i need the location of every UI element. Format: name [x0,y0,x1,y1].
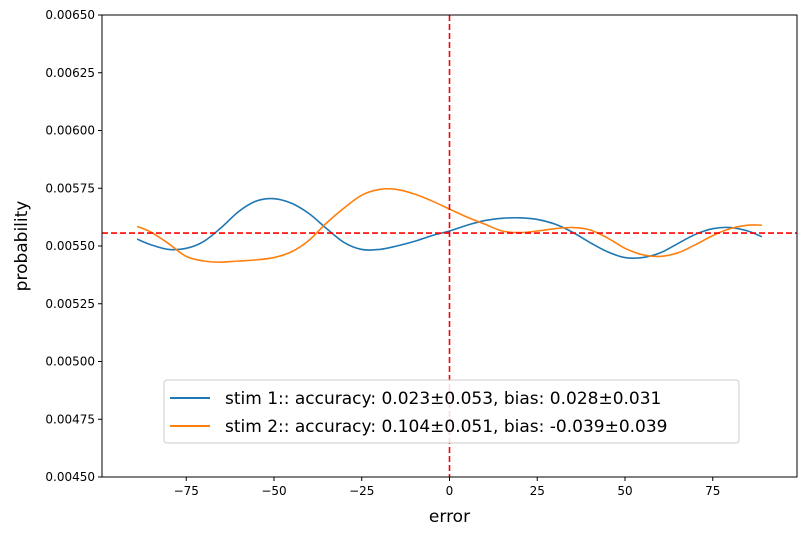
y-tick-label: 0.00525 [45,297,95,311]
x-tick-label: 50 [617,484,632,498]
y-tick-label: 0.00575 [45,181,95,195]
y-axis-ticks: 0.00450 0.00475 0.00500 0.00525 0.00550 0.005… [45,8,102,484]
legend-box [163,379,740,444]
x-tick-label: 25 [530,484,545,498]
y-tick-label: 0.00550 [45,239,95,253]
x-tick-label: 75 [705,484,720,498]
y-tick-label: 0.00625 [45,66,95,80]
legend: stim 1:: accuracy: 0.023±0.053, bias: 0.… [163,379,740,444]
y-tick-label: 0.00650 [45,8,95,22]
x-axis-ticks: −75 −50 −25 0 25 50 75 [174,477,720,498]
x-tick-label: −25 [349,484,374,498]
legend-entry-stim-1: stim 1:: accuracy: 0.023±0.053, bias: 0.… [225,389,661,409]
x-tick-label: 0 [446,484,454,498]
legend-entry-stim-2: stim 2:: accuracy: 0.104±0.051, bias: -0… [225,417,668,437]
y-tick-label: 0.00450 [45,470,95,484]
x-axis-label: error [429,507,470,527]
series-line-stim-1 [136,197,763,259]
y-tick-label: 0.00500 [45,355,95,369]
x-tick-label: −50 [261,484,286,498]
reference-lines [102,15,797,477]
y-axis-label: probability [12,201,32,292]
y-tick-label: 0.00475 [45,412,95,426]
y-tick-label: 0.00600 [45,124,95,138]
x-tick-label: −75 [174,484,199,498]
